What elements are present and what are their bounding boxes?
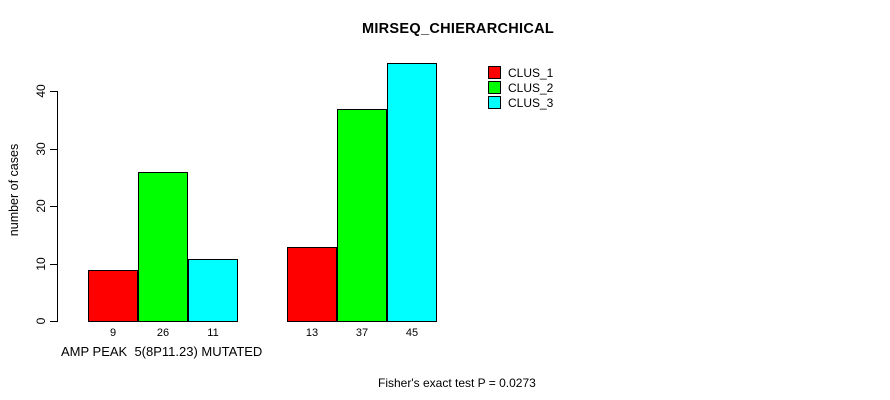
bar-clus_3-group2: [387, 63, 437, 322]
y-tick-label: 0: [34, 317, 48, 325]
bar-clus_2-group2: [337, 109, 387, 322]
y-tick-label: 10: [34, 257, 48, 271]
bar-value-label: 37: [355, 327, 369, 339]
y-tick-mark: [50, 264, 57, 265]
bar-clus_1-group1: [88, 270, 138, 322]
bar-clus_3-group1: [188, 259, 238, 322]
legend-label: CLUS_2: [508, 80, 554, 95]
footnote-text: Fisher's exact test P = 0.0273: [378, 376, 536, 390]
legend-item-clus_2: CLUS_2: [488, 80, 553, 95]
bar-value-label: 11: [207, 327, 219, 339]
y-tick-mark: [50, 91, 57, 92]
y-tick-label: 30: [34, 142, 48, 156]
legend-swatch-clus_2: [488, 81, 501, 94]
chart-title: MIRSEQ_CHIERARCHICAL: [361, 21, 555, 37]
legend: CLUS_1 CLUS_2 CLUS_3: [488, 65, 553, 110]
legend-item-clus_3: CLUS_3: [488, 95, 553, 110]
legend-label: CLUS_3: [508, 95, 554, 110]
bar-value-label: 13: [305, 327, 319, 339]
y-tick-mark: [50, 206, 57, 207]
bar-value-label: 45: [405, 327, 419, 339]
y-axis-label: number of cases: [7, 143, 21, 237]
y-tick-label: 20: [34, 199, 48, 213]
y-axis-line: [57, 91, 58, 322]
legend-swatch-clus_3: [488, 96, 501, 109]
bar-value-label: 9: [109, 327, 117, 339]
y-tick-mark: [50, 149, 57, 150]
x-group-label: AMP PEAK 5(8P11.23) MUTATED: [61, 344, 263, 359]
y-tick-label: 40: [34, 84, 48, 98]
bar-clus_1-group2: [287, 247, 337, 322]
bar-clus_2-group1: [138, 172, 188, 322]
legend-swatch-clus_1: [488, 66, 501, 79]
legend-item-clus_1: CLUS_1: [488, 65, 553, 80]
bar-value-label: 26: [156, 327, 170, 339]
y-tick-mark: [50, 321, 57, 322]
legend-label: CLUS_1: [508, 65, 554, 80]
